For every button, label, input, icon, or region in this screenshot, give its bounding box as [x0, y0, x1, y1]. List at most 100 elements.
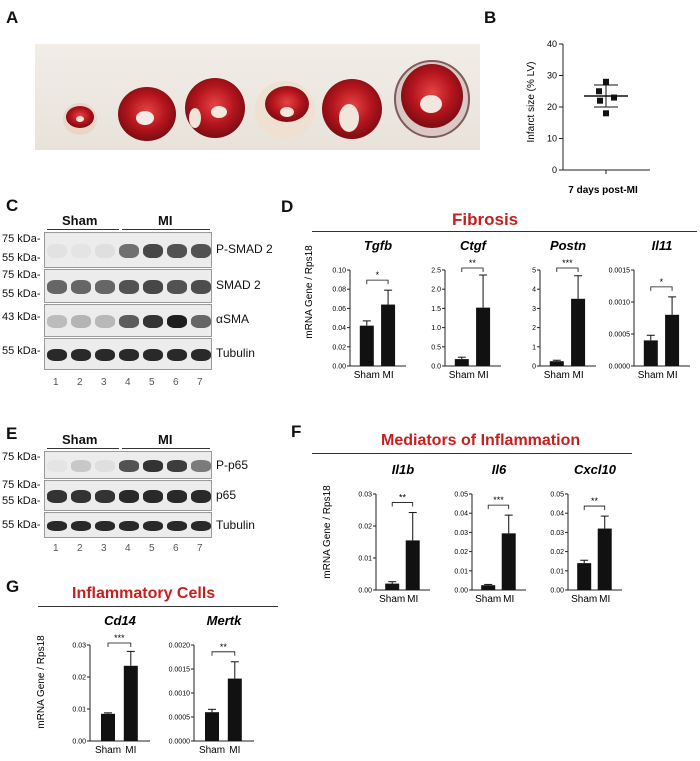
sham-bracket: [47, 448, 119, 449]
blot-band: [191, 460, 211, 472]
y-tick-label: 0.00: [332, 364, 346, 371]
heart-slice-1: [63, 103, 97, 135]
blot-band: [191, 520, 211, 532]
blot-band: [119, 314, 139, 329]
blot-strip-tubulin: [44, 338, 212, 370]
y-tick-label: 0.0010: [169, 691, 191, 698]
bar: [454, 359, 469, 366]
blot-band: [71, 243, 91, 259]
y-tick-label: 0.02: [454, 549, 468, 556]
bar: [101, 713, 115, 741]
significance-marker: *: [660, 277, 664, 287]
bar: [577, 563, 592, 590]
blot-band: [95, 348, 115, 362]
protein-label: Tubulin: [216, 346, 255, 360]
protein-label: P-p65: [216, 458, 249, 472]
blot-band: [191, 490, 211, 503]
y-axis-label: mRNA Gene / Rps18: [36, 635, 47, 729]
blot-band: [119, 520, 139, 532]
y-tick-label: 4: [532, 287, 536, 294]
y-tick-label: 10: [547, 134, 557, 144]
blot-band: [47, 243, 67, 259]
y-tick-label: 0.01: [454, 568, 468, 575]
y-tick-label: 0.0020: [169, 643, 191, 650]
significance-bracket: [583, 505, 606, 511]
ladder-marker: 43 kDa-: [2, 311, 41, 323]
y-tick-label: 0.5: [431, 344, 441, 351]
y-tick-label: 0.0005: [609, 332, 631, 339]
lane-number: 2: [77, 377, 83, 388]
y-tick-label: 0.03: [550, 530, 564, 537]
significance-bracket: [107, 642, 132, 647]
protein-label: p65: [216, 488, 237, 502]
blot-band: [47, 348, 67, 362]
y-tick-label: 0.01: [72, 707, 86, 714]
y-tick-label: 0.03: [72, 643, 86, 650]
heart-slice-6: [394, 60, 470, 138]
lane-number: 4: [125, 377, 131, 388]
y-tick-label: 1.5: [431, 306, 441, 313]
protein-label: SMAD 2: [216, 278, 261, 292]
panel-label-e: E: [6, 424, 18, 443]
bar: [385, 583, 400, 590]
significance-marker: *: [376, 270, 380, 280]
blot-band: [191, 314, 211, 329]
lane-number: 5: [149, 543, 155, 554]
x-category-label: MI: [229, 745, 240, 756]
blot-band: [191, 348, 211, 362]
y-axis-label: mRNA Gene / Rps18: [322, 485, 333, 579]
panel-label-b: B: [484, 8, 497, 27]
significance-marker: ***: [493, 495, 504, 505]
data-point: [597, 97, 603, 104]
bar-chart-ctgf: Ctgf 0.0 0.5 1.0 1.5 2.0 2.5 Sham MI **: [431, 238, 501, 381]
blot-band: [71, 460, 91, 472]
lane-number: 5: [149, 377, 155, 388]
y-tick-label: 20: [547, 102, 557, 112]
x-category-label: Sham: [379, 594, 405, 605]
y-tick-label: 0.00: [358, 588, 372, 595]
ladder-marker: 75 kDa-: [2, 451, 41, 463]
panel-label-g: G: [6, 577, 20, 596]
blot-band: [95, 460, 115, 472]
significance-marker: **: [469, 258, 477, 268]
y-tick-label: 0.00: [550, 588, 564, 595]
gene-title: Il6: [492, 462, 507, 477]
y-tick-label: 3: [532, 306, 536, 313]
blot-band: [167, 490, 187, 503]
lane-number: 4: [125, 543, 131, 554]
blot-band: [167, 243, 187, 259]
gene-title: Ctgf: [460, 238, 488, 253]
blot-band: [47, 280, 67, 294]
y-tick-label: 0.02: [332, 344, 346, 351]
y-tick-label: 2.0: [431, 287, 441, 294]
y-tick-label: 2: [532, 325, 536, 332]
gene-title: Tgfb: [364, 238, 392, 253]
blot-band: [167, 348, 187, 362]
blot-strip-p-p65: [44, 451, 212, 479]
blot-band: [143, 490, 163, 503]
y-axis-label: mRNA Gene / Rps18: [304, 245, 315, 339]
blot-strip-p-smad2: [44, 232, 212, 268]
protein-label: Tubulin: [216, 518, 255, 532]
significance-marker: **: [399, 493, 407, 503]
bar: [227, 678, 242, 741]
y-axis-label: Infarct size (% LV): [526, 62, 537, 143]
lane-number: 7: [197, 543, 203, 554]
blot-band: [95, 314, 115, 329]
title-rule: [312, 231, 697, 232]
blot-band: [47, 314, 67, 329]
section-title-inflammatory-cells: Inflammatory Cells: [72, 585, 216, 602]
y-tick-label: 0.10: [332, 268, 346, 275]
ladder-marker: 55 kDa-: [2, 519, 41, 531]
bar-chart-postn: Postn 0 1 2 3 4 5 Sham MI ***: [532, 238, 596, 381]
y-label-wrap: mRNA Gene / Rps18: [32, 622, 50, 742]
y-label-wrap: mRNA Gene / Rps18: [318, 470, 336, 590]
bar: [359, 325, 374, 366]
y-tick-label: 0.04: [550, 511, 564, 518]
y-tick-label: 5: [532, 268, 536, 275]
blot-band: [191, 243, 211, 259]
blot-band: [119, 280, 139, 294]
y-tick-label: 40: [547, 39, 557, 49]
x-category-label: MI: [599, 594, 610, 605]
blot-band: [47, 490, 67, 503]
